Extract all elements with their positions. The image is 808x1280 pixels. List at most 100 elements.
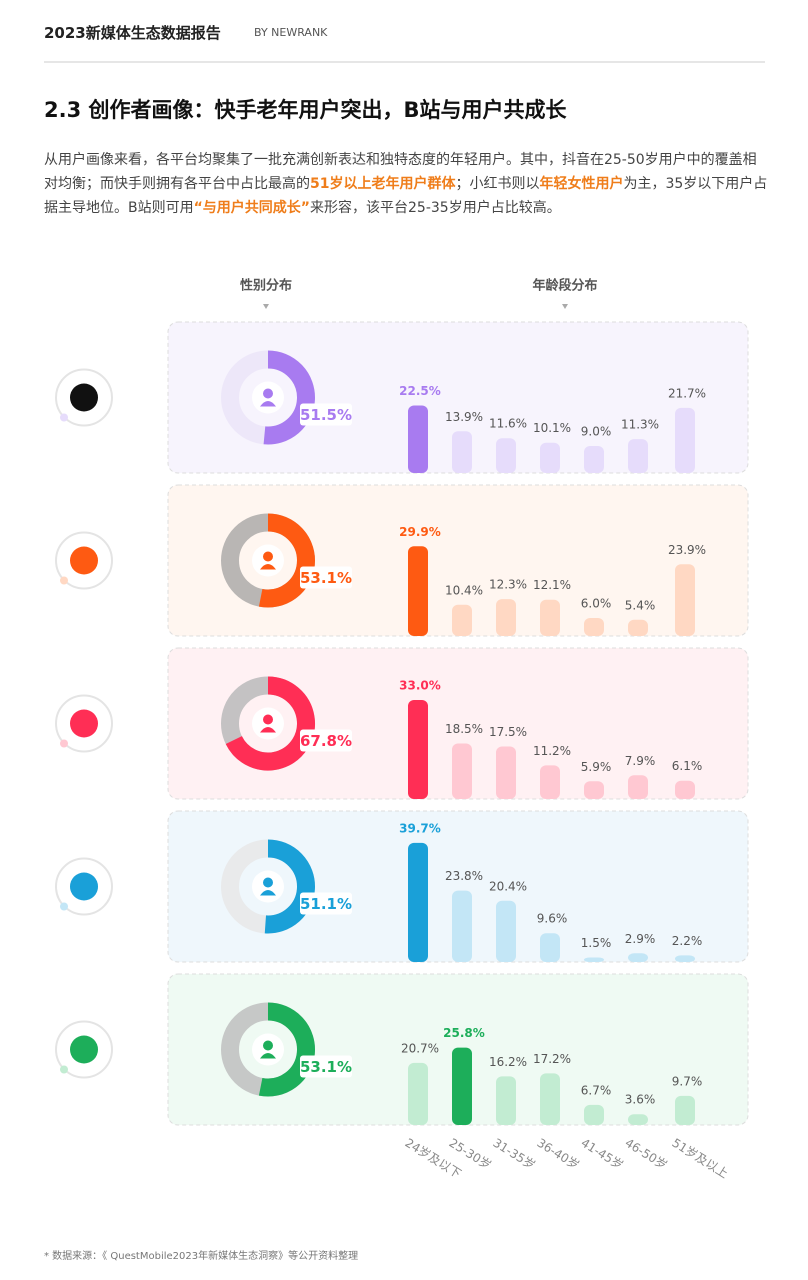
platform-icon xyxy=(70,1035,98,1064)
user-body xyxy=(260,727,276,733)
bar-label: 12.3% xyxy=(489,578,527,592)
arrow xyxy=(263,304,269,309)
x-tick-label: 31-35岁 xyxy=(491,1135,539,1173)
bar-label: 1.5% xyxy=(581,936,612,950)
user-head xyxy=(263,714,273,725)
x-tick-label: 36-40岁 xyxy=(535,1135,583,1173)
bar xyxy=(584,781,604,799)
bar xyxy=(675,407,695,473)
bar xyxy=(540,599,560,636)
donut-label: 53.1% xyxy=(300,1058,352,1076)
bar xyxy=(584,1104,604,1125)
bar xyxy=(584,618,604,636)
icon-dot xyxy=(60,739,68,748)
bar xyxy=(628,953,648,962)
value-box xyxy=(300,1055,352,1078)
bar-label: 11.3% xyxy=(621,418,659,432)
bar-label: 29.9% xyxy=(399,525,441,539)
bar-label: 13.9% xyxy=(445,410,483,424)
platform-icon xyxy=(70,709,98,738)
user-body xyxy=(260,401,276,407)
bar-label: 10.4% xyxy=(445,583,483,597)
bar xyxy=(584,957,604,962)
value-box xyxy=(300,729,352,752)
user-body xyxy=(260,890,276,896)
bar xyxy=(540,933,560,962)
platform-icon xyxy=(70,383,98,412)
bar xyxy=(496,1076,516,1125)
bar-label: 6.0% xyxy=(581,597,612,611)
x-tick-label: 51岁及以上 xyxy=(670,1135,732,1181)
icon-dot xyxy=(60,902,68,911)
donut-segment xyxy=(258,1002,315,1097)
user-head xyxy=(263,388,273,399)
bar xyxy=(540,1073,560,1125)
donut-label: 51.1% xyxy=(300,895,352,913)
bar xyxy=(452,604,472,636)
bar xyxy=(408,700,428,799)
bar-label: 9.0% xyxy=(581,425,612,439)
bar-label: 23.8% xyxy=(445,869,483,883)
bar xyxy=(496,746,516,799)
bar xyxy=(408,1062,428,1125)
brand: BY NEWRANK xyxy=(254,26,328,39)
paragraph: 从用户画像来看，各平台均聚集了一批充满创新表达和独特态度的年轻用户。其中，抖音在… xyxy=(44,148,768,220)
platform-icon xyxy=(70,546,98,575)
report-title: 2023新媒体生态数据报告 xyxy=(44,24,221,42)
bar-label: 25.8% xyxy=(443,1026,485,1040)
bar-label: 12.1% xyxy=(533,578,571,592)
bar-label: 22.5% xyxy=(399,384,441,398)
platform-icon xyxy=(70,872,98,901)
bar-label: 3.6% xyxy=(625,1093,656,1107)
bar xyxy=(628,619,648,636)
bar xyxy=(628,775,648,799)
bar-label: 20.7% xyxy=(401,1041,439,1055)
value-box xyxy=(300,892,352,915)
charts: 性别分布 年龄段分布 51.5% 22.5% 13.9% 11.6% 10.1% 9.0% 11… xyxy=(55,278,749,1181)
footnote: * 数据来源：《 QuestMobile2023年新媒体生态洞察》等公开资料整理 xyxy=(44,1251,359,1262)
icon-dot xyxy=(60,576,68,585)
bar xyxy=(628,1114,648,1125)
divider xyxy=(44,61,765,63)
bar xyxy=(675,955,695,962)
bar-label: 16.2% xyxy=(489,1055,527,1069)
user-head xyxy=(263,551,273,562)
paragraph-text: 从用户画像来看，各平台均聚集了一批充满创新表达和独特态度的年轻用户。其中，抖音在… xyxy=(44,152,757,192)
section-heading: 2.3 创作者画像：快手老年用户突出，B站与用户共成长 xyxy=(44,98,567,122)
bar-label: 21.7% xyxy=(668,386,706,400)
user-head xyxy=(263,1040,273,1051)
paragraph-text: 年轻女性用户 xyxy=(539,176,624,192)
bar-label: 23.9% xyxy=(668,543,706,557)
bar-label: 2.2% xyxy=(672,934,703,948)
bar xyxy=(452,431,472,473)
paragraph-text: 为主，35岁以下用户占据主导地位。B站则可用 xyxy=(44,176,768,216)
bar-label: 10.1% xyxy=(533,421,571,435)
bar-label: 20.4% xyxy=(489,879,527,893)
bar-label: 5.4% xyxy=(625,598,656,612)
donut-label: 67.8% xyxy=(300,732,352,750)
bar-label: 9.7% xyxy=(672,1074,703,1088)
value-box xyxy=(300,403,352,426)
column-label: 性别分布 xyxy=(240,278,292,294)
x-tick-label: 46-50岁 xyxy=(623,1135,671,1173)
bar-label: 2.9% xyxy=(625,932,656,946)
column-label: 年龄段分布 xyxy=(532,278,597,294)
bar xyxy=(540,765,560,799)
bar xyxy=(496,438,516,473)
bar-label: 7.9% xyxy=(625,754,656,768)
bar-label: 33.0% xyxy=(399,679,441,693)
bar xyxy=(675,1095,695,1125)
bar xyxy=(675,564,695,636)
user-head xyxy=(263,877,273,888)
bar-label: 11.2% xyxy=(533,744,571,758)
x-tick-label: 41-45岁 xyxy=(579,1135,627,1173)
arrow xyxy=(562,304,568,309)
bar xyxy=(496,599,516,636)
donut-segment xyxy=(264,839,315,934)
donut-segment xyxy=(263,350,315,445)
bar xyxy=(408,546,428,636)
paragraph-text: 51岁以上老年用户群体 xyxy=(310,176,456,192)
donut-segment xyxy=(258,513,315,608)
bar xyxy=(452,743,472,799)
